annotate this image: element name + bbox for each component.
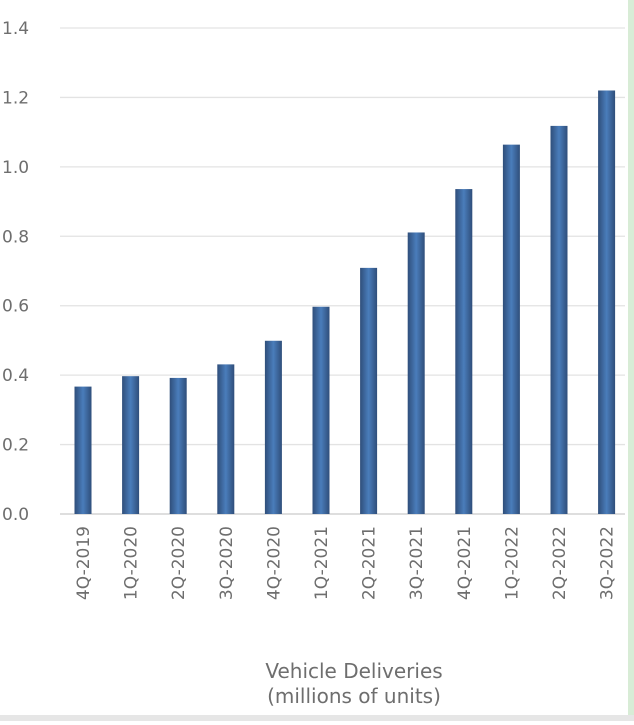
x-tick-label: 4Q-2020	[264, 526, 284, 600]
bar-3Q-2021	[407, 232, 425, 514]
x-tick-label: 3Q-2021	[407, 526, 427, 600]
y-tick-label: 1.2	[2, 88, 29, 108]
x-axis-label-line-1: Vehicle Deliveries	[265, 659, 442, 683]
y-tick-label: 0.2	[2, 436, 29, 456]
bar-2Q-2021	[360, 267, 378, 514]
bar-1Q-2021	[312, 306, 330, 514]
y-axis-ticks: 0.0 0.2 0.4 0.6 0.8 1.0 1.2 1.4	[2, 19, 29, 525]
x-tick-label: 4Q-2019	[74, 526, 94, 600]
x-tick-label: 2Q-2020	[169, 526, 189, 600]
y-tick-label: 0.6	[2, 297, 29, 317]
x-tick-label: 3Q-2020	[217, 526, 237, 600]
bar-2Q-2022	[550, 125, 568, 514]
bar-1Q-2022	[502, 144, 520, 514]
bar-2Q-2020	[169, 377, 187, 514]
x-tick-label: 4Q-2021	[455, 526, 475, 600]
bottom-edge-strip	[0, 715, 634, 721]
bar-4Q-2020	[264, 340, 282, 514]
bar-4Q-2019	[74, 386, 92, 514]
bar-3Q-2022	[598, 90, 616, 514]
y-tick-label: 1.0	[2, 158, 29, 178]
bar-3Q-2020	[217, 364, 235, 514]
x-tick-label: 1Q-2020	[122, 526, 142, 600]
x-tick-label: 3Q-2022	[598, 526, 618, 600]
gridlines	[60, 27, 625, 515]
x-axis-label-line-2: (millions of units)	[267, 684, 441, 708]
x-axis-ticks: 4Q-2019 1Q-2020 2Q-2020 3Q-2020 4Q-2020 1Q-20…	[74, 526, 618, 600]
y-tick-label: 0.8	[2, 227, 29, 247]
x-tick-label: 2Q-2022	[550, 526, 570, 600]
right-edge-strip	[628, 0, 634, 715]
bars	[74, 90, 616, 514]
x-tick-label: 1Q-2021	[312, 526, 332, 600]
bar-4Q-2021	[455, 189, 473, 514]
bar-1Q-2020	[122, 376, 140, 514]
y-tick-label: 1.4	[2, 19, 29, 39]
y-tick-label: 0.4	[2, 366, 29, 386]
y-tick-label: 0.0	[2, 505, 29, 525]
x-tick-label: 2Q-2021	[360, 526, 380, 600]
x-tick-label: 1Q-2022	[502, 526, 522, 600]
